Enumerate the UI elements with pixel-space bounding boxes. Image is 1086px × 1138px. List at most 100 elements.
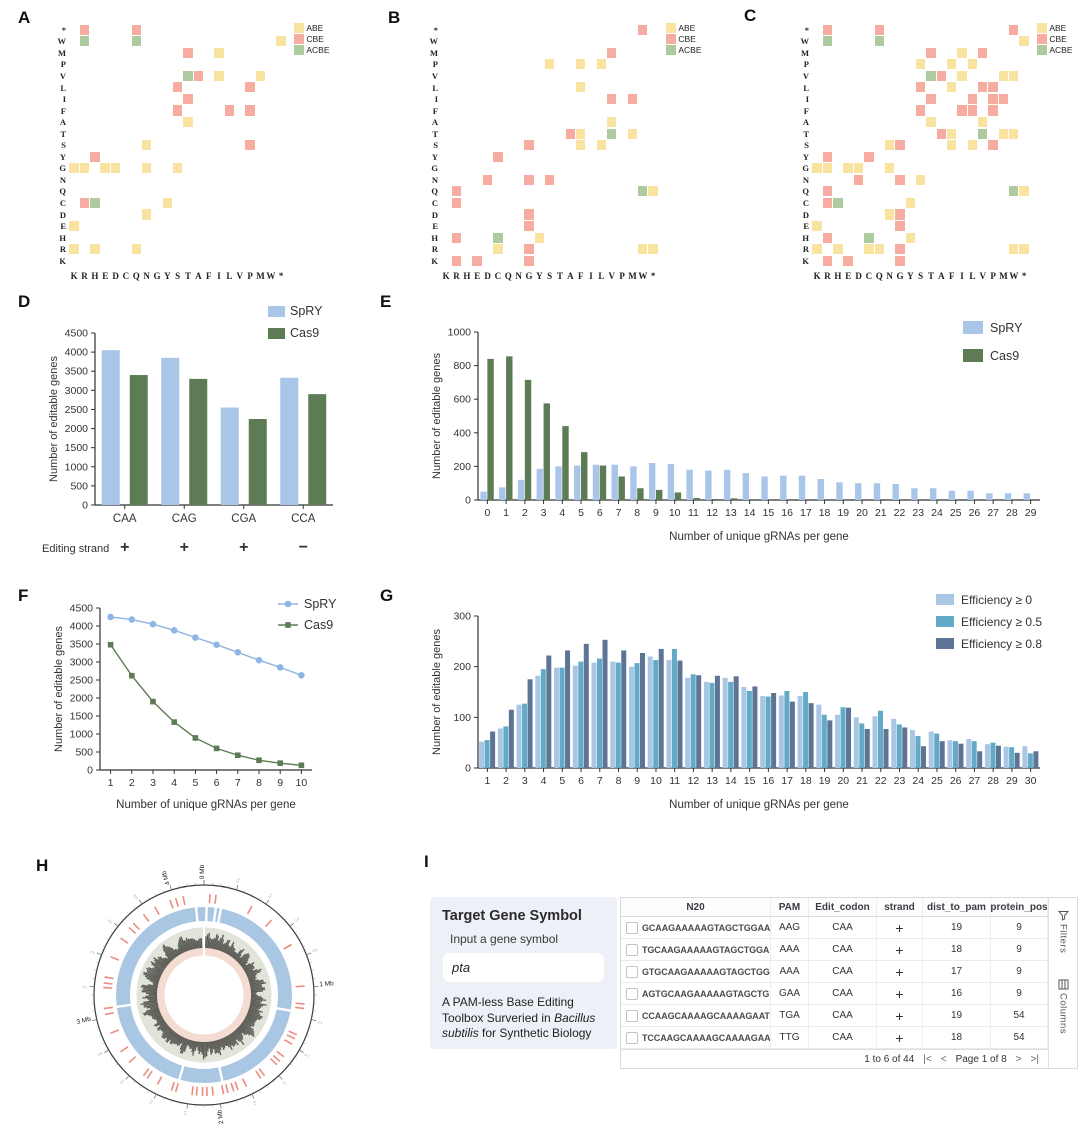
- row-checkbox[interactable]: [626, 921, 638, 934]
- heatmap-cell-abe: [214, 70, 224, 81]
- heatmap-row-label: L: [432, 82, 438, 93]
- table-row[interactable]: GTGCAAGAAAAAGTAGCTGG AAA CAA +17 9: [621, 961, 1048, 983]
- legend-label: ABE: [678, 22, 696, 33]
- heatmap-cell-abe: [141, 163, 152, 174]
- legend-label: ACBE: [1049, 44, 1073, 55]
- next-page-button[interactable]: >: [1015, 1053, 1022, 1065]
- heatmap-cell-cbe: [988, 82, 998, 93]
- heatmap-cell-cbe: [822, 232, 833, 243]
- heatmap-row-label: H: [431, 232, 438, 243]
- svg-text:22: 22: [875, 775, 887, 787]
- svg-text:Efficiency ≥ 0: Efficiency ≥ 0: [961, 593, 1032, 607]
- heatmap-cell-cbe: [245, 105, 255, 116]
- table-body: GCAAGAAAAAGTAGCTGGAA AAG CAA +19 9 TGCAAGAAAA…: [621, 917, 1048, 1049]
- table-row[interactable]: GCAAGAAAAAGTAGCTGGAA AAG CAA +19 9: [621, 917, 1048, 939]
- last-page-button[interactable]: >|: [1030, 1053, 1039, 1065]
- first-page-button[interactable]: |<: [923, 1053, 932, 1065]
- heatmap-cell-cbe: [482, 174, 493, 185]
- heatmap-row-label: S: [433, 140, 438, 151]
- gene-symbol-input[interactable]: [442, 952, 605, 983]
- svg-text:11: 11: [688, 507, 699, 519]
- table-row[interactable]: CCAAGCAAAAGCAAAAGAAT TGA CAA +19 54: [621, 1005, 1048, 1027]
- row-checkbox[interactable]: [626, 1009, 638, 1022]
- heatmap-col-label: G: [153, 270, 161, 281]
- table-row[interactable]: TCCAAGCAAAAGCAAAAGAA TTG CAA +18 54: [621, 1027, 1048, 1049]
- heatmap-cell-cbe: [79, 197, 90, 208]
- heatmap-row-label: M: [429, 47, 438, 58]
- heatmap-cell-abe: [1009, 128, 1019, 139]
- heatmap-col-label: Y: [536, 270, 543, 281]
- legend-entry-cbe: CBE: [1037, 33, 1072, 44]
- heatmap-cell-abe: [575, 140, 586, 151]
- svg-text:3.6: 3.6: [107, 918, 113, 924]
- heatmap-row-label: K: [59, 255, 66, 266]
- column-header-edit_codon[interactable]: Edit_codon: [809, 898, 877, 916]
- row-checkbox[interactable]: [626, 965, 638, 978]
- svg-text:2000: 2000: [70, 693, 94, 705]
- table-row[interactable]: TGCAAGAAAAAGTAGCTGGA AAA CAA +18 9: [621, 939, 1048, 961]
- panel-label-b: B: [388, 8, 401, 27]
- svg-text:1000: 1000: [65, 461, 89, 473]
- heatmap-col-label: R: [81, 270, 88, 281]
- svg-text:2 Mb: 2 Mb: [216, 1109, 225, 1125]
- svg-text:5: 5: [578, 507, 584, 519]
- heatmap-cell-abe: [607, 117, 617, 128]
- heatmap-cell-cbe: [472, 255, 482, 266]
- heatmap-cell-cbe: [493, 151, 503, 162]
- heatmap-cell-cbe: [183, 93, 193, 105]
- heatmap-cell-abe: [998, 70, 1009, 81]
- heatmap-cell-cbe: [544, 174, 555, 185]
- legend-entry-abe: ABE: [666, 22, 701, 33]
- heatmap-cell-abe: [926, 117, 936, 128]
- heatmap-cell-cbe: [874, 24, 884, 35]
- legend-label: ACBE: [306, 44, 330, 55]
- legend-swatch: [1037, 44, 1048, 55]
- n20-sequence: GCAAGAAAAAGTAGCTGGAA: [642, 922, 771, 933]
- heatmap-cell-cbe: [193, 70, 204, 81]
- prev-page-button[interactable]: <: [940, 1053, 947, 1065]
- table-cell-dist_to_pam: 19: [923, 917, 991, 938]
- heatmap-row-label: K: [802, 255, 809, 266]
- table-cell-protein_pos: 9: [991, 961, 1048, 982]
- svg-text:Cas9: Cas9: [290, 326, 319, 340]
- table-cell-strand: +: [877, 1005, 923, 1026]
- heatmap-cell-abe: [946, 82, 957, 93]
- svg-text:27: 27: [987, 507, 999, 519]
- column-header-strand[interactable]: strand: [877, 898, 923, 916]
- heatmap-cell-cbe: [245, 82, 255, 93]
- svg-text:1.2: 1.2: [317, 1020, 322, 1025]
- row-checkbox[interactable]: [626, 943, 638, 956]
- heatmap-panel-a: * W M P V L I F A T S Y G N Q C D E H R K K R H E D C Q N G Y S T A F I L V P M…: [58, 22, 346, 289]
- n20-sequence: AGTGCAAGAAAAAGTAGCTG: [642, 988, 770, 999]
- filters-tool-button[interactable]: Filters: [1057, 910, 1069, 953]
- heatmap-row-label: R: [431, 244, 438, 255]
- row-checkbox[interactable]: [626, 987, 638, 1000]
- svg-text:2.4: 2.4: [148, 1099, 154, 1105]
- columns-tool-button[interactable]: Columns: [1058, 979, 1069, 1034]
- svg-text:4 Mb: 4 Mb: [161, 870, 172, 886]
- heatmap-cell-abe: [100, 163, 110, 174]
- heatmap-row-label: N: [59, 174, 66, 185]
- svg-text:14: 14: [744, 507, 756, 519]
- table-row[interactable]: AGTGCAAGAAAAAGTAGCTG GAA CAA +16 9: [621, 983, 1048, 1005]
- svg-text:Cas9: Cas9: [304, 618, 333, 632]
- heatmap-cell-abe: [957, 70, 967, 81]
- heatmap-cell-cbe: [822, 151, 833, 162]
- heatmap-row-label: Q: [59, 186, 66, 197]
- heatmap-cell-abe: [110, 163, 121, 174]
- heatmap-row-label: E: [432, 221, 438, 232]
- column-header-n20[interactable]: N20: [621, 898, 771, 916]
- column-header-pam[interactable]: PAM: [771, 898, 809, 916]
- heatmap-cell-abe: [967, 140, 978, 151]
- column-header-protein_pos[interactable]: protein_pos: [991, 898, 1048, 916]
- svg-text:7: 7: [235, 777, 241, 789]
- row-checkbox[interactable]: [626, 1031, 638, 1044]
- column-header-dist_to_pam[interactable]: dist_to_pam: [923, 898, 991, 916]
- heatmap-cell-acbe: [1009, 186, 1019, 197]
- heatmap-cell-abe: [946, 128, 957, 139]
- heatmap-col-label: V: [236, 270, 244, 281]
- svg-text:4: 4: [541, 775, 547, 787]
- svg-text:0.4: 0.4: [268, 893, 274, 899]
- heatmap-cell-cbe: [895, 140, 905, 151]
- heatmap-row-label: H: [802, 232, 809, 243]
